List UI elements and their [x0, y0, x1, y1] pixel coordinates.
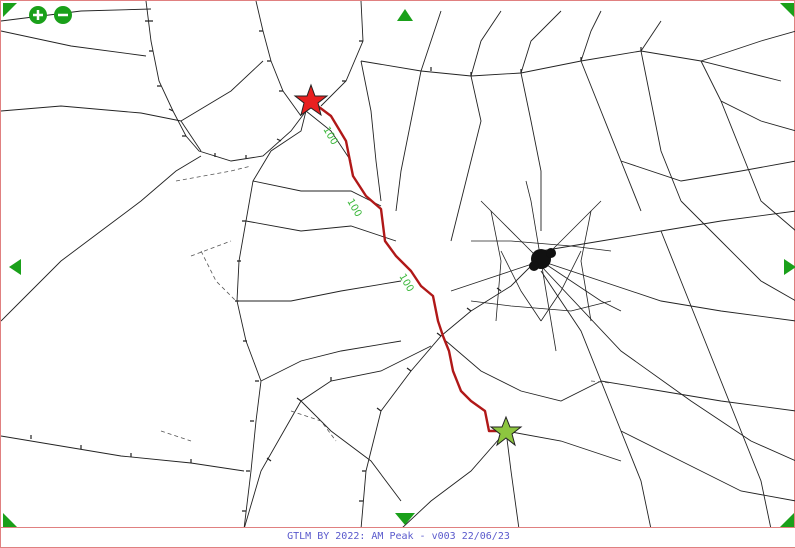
zoom-out-button[interactable] — [54, 6, 72, 24]
motorway-markers — [30, 20, 642, 512]
pan-right-icon[interactable] — [784, 259, 795, 275]
pan-left-icon[interactable] — [9, 259, 21, 275]
pan-up-icon[interactable] — [397, 9, 413, 21]
zoom-in-button[interactable] — [29, 6, 47, 24]
green-star-icon[interactable] — [489, 415, 523, 447]
route-path — [310, 100, 506, 433]
map-caption: GTLM BY 2022: AM Peak - v003 22/06/23 — [1, 527, 795, 547]
road-network — [1, 1, 795, 529]
route-label-1: 100 — [320, 125, 339, 147]
dashed-links — [160, 165, 612, 442]
pan-corner-bottom-left-icon[interactable] — [3, 513, 17, 527]
route-label-2: 100 — [344, 197, 363, 219]
pan-corner-top-right-icon[interactable] — [780, 3, 794, 17]
network-map[interactable]: 100 100 100 — [1, 1, 795, 529]
pan-corner-bottom-right-icon[interactable] — [780, 513, 794, 527]
red-star-icon[interactable] — [293, 83, 329, 117]
pan-corner-top-left-icon[interactable] — [3, 3, 17, 17]
city-cluster — [450, 180, 622, 352]
pan-down-icon[interactable] — [395, 513, 415, 525]
